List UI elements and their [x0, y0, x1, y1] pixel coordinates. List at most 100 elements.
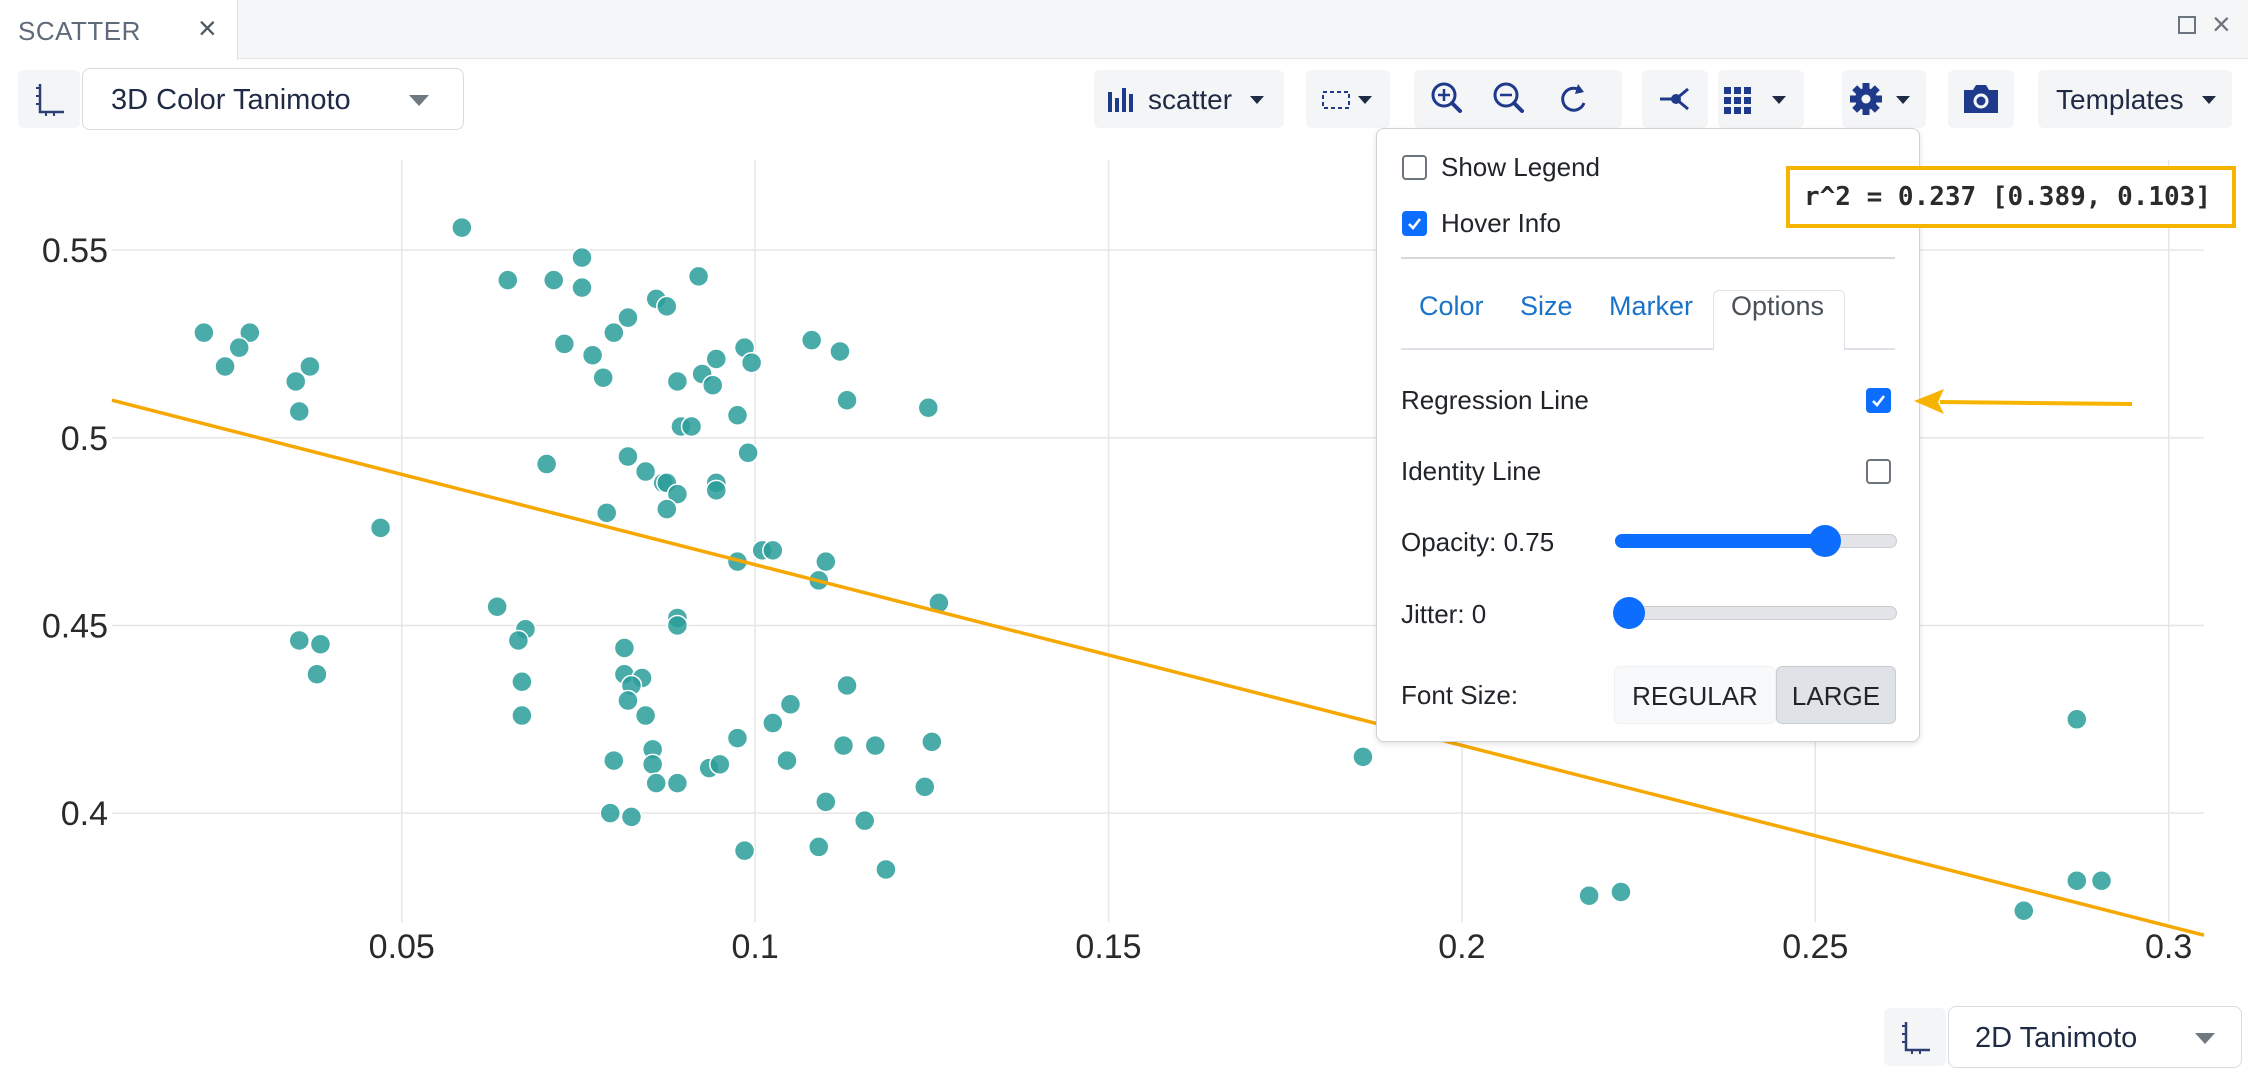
data-point[interactable]: [228, 336, 250, 359]
maximize-icon[interactable]: [2178, 16, 2196, 34]
data-point[interactable]: [800, 329, 823, 351]
data-point[interactable]: [553, 333, 576, 355]
data-point[interactable]: [497, 269, 519, 291]
data-point[interactable]: [617, 306, 639, 329]
zoom-out-icon[interactable]: [1493, 82, 1524, 113]
data-point[interactable]: [917, 396, 940, 419]
y-axis-selector-button[interactable]: [18, 70, 80, 128]
data-point[interactable]: [829, 340, 851, 363]
data-point[interactable]: [2066, 869, 2088, 892]
data-point[interactable]: [486, 595, 508, 618]
tab-color[interactable]: Color: [1419, 291, 1484, 321]
data-point[interactable]: [511, 704, 533, 727]
data-point[interactable]: [666, 614, 689, 637]
data-point[interactable]: [832, 734, 855, 757]
data-point[interactable]: [288, 629, 311, 652]
zoom-in-icon[interactable]: [1431, 82, 1462, 113]
tab-scatter[interactable]: SCATTER ×: [0, 0, 238, 60]
regression-line-checkbox[interactable]: [1866, 388, 1891, 413]
font-size-large-button[interactable]: LARGE: [1776, 666, 1896, 724]
data-point[interactable]: [666, 370, 689, 393]
data-point[interactable]: [542, 269, 565, 291]
tab-close-icon[interactable]: ×: [198, 10, 217, 46]
tab-marker[interactable]: Marker: [1609, 291, 1694, 321]
data-point[interactable]: [603, 749, 625, 772]
font-size-regular-button[interactable]: REGULAR: [1614, 666, 1776, 724]
data-point[interactable]: [285, 370, 307, 393]
show-legend-checkbox[interactable]: [1402, 155, 1427, 180]
data-point[interactable]: [776, 749, 798, 772]
data-point[interactable]: [634, 460, 657, 483]
x-axis-selector-button[interactable]: [1884, 1008, 1946, 1066]
data-point[interactable]: [581, 344, 604, 366]
settings-button[interactable]: [1842, 70, 1926, 128]
jitter-slider-thumb[interactable]: [1613, 597, 1645, 629]
data-point[interactable]: [239, 321, 261, 344]
data-point[interactable]: [762, 712, 784, 734]
data-point[interactable]: [680, 415, 703, 438]
data-point[interactable]: [656, 498, 678, 520]
data-point[interactable]: [617, 445, 639, 468]
data-point[interactable]: [451, 216, 473, 239]
data-point[interactable]: [592, 366, 614, 389]
selection-tool-button[interactable]: [1306, 70, 1390, 128]
data-point[interactable]: [737, 442, 759, 464]
data-point[interactable]: [2013, 899, 2035, 922]
data-point[interactable]: [507, 629, 530, 652]
jitter-slider[interactable]: [1615, 606, 1897, 620]
data-point[interactable]: [1610, 881, 1632, 903]
data-point[interactable]: [733, 839, 756, 862]
identity-line-checkbox[interactable]: [1866, 459, 1891, 484]
data-point[interactable]: [864, 734, 887, 757]
data-point[interactable]: [779, 693, 802, 716]
x-column-dropdown[interactable]: 2D Tanimoto: [1948, 1006, 2242, 1068]
data-point[interactable]: [641, 753, 664, 776]
data-point[interactable]: [815, 791, 837, 813]
data-point[interactable]: [571, 276, 593, 299]
data-point[interactable]: [1578, 884, 1600, 907]
data-point[interactable]: [599, 802, 622, 824]
data-point[interactable]: [666, 772, 689, 794]
data-point[interactable]: [853, 809, 876, 832]
data-point[interactable]: [369, 517, 392, 539]
grid-layout-button[interactable]: [1718, 70, 1804, 128]
data-point[interactable]: [535, 453, 558, 475]
data-point[interactable]: [921, 731, 943, 753]
data-point[interactable]: [1352, 746, 1374, 768]
data-point[interactable]: [656, 295, 678, 318]
window-close-icon[interactable]: ×: [2212, 6, 2231, 42]
data-point[interactable]: [288, 400, 311, 423]
data-point[interactable]: [762, 539, 784, 562]
data-point[interactable]: [511, 671, 533, 693]
data-point[interactable]: [617, 689, 639, 712]
data-point[interactable]: [875, 858, 897, 881]
data-point[interactable]: [613, 637, 636, 659]
data-point[interactable]: [620, 806, 643, 828]
data-point[interactable]: [740, 351, 763, 374]
data-point[interactable]: [571, 246, 593, 269]
tab-size[interactable]: Size: [1520, 291, 1573, 321]
data-point[interactable]: [914, 776, 936, 798]
data-point[interactable]: [666, 483, 689, 505]
data-point[interactable]: [836, 389, 858, 411]
data-point[interactable]: [705, 348, 728, 370]
data-point[interactable]: [193, 321, 215, 344]
data-point[interactable]: [603, 321, 625, 344]
data-point[interactable]: [634, 704, 657, 727]
reset-zoom-icon[interactable]: [1561, 84, 1586, 112]
data-point[interactable]: [709, 753, 731, 776]
opacity-slider-thumb[interactable]: [1809, 525, 1841, 557]
data-point[interactable]: [726, 404, 749, 427]
data-point[interactable]: [595, 502, 618, 524]
y-column-dropdown[interactable]: 3D Color Tanimoto: [82, 68, 464, 130]
data-point[interactable]: [2090, 869, 2113, 892]
data-point[interactable]: [687, 265, 710, 288]
data-point[interactable]: [299, 355, 321, 378]
data-point[interactable]: [309, 633, 332, 655]
data-point[interactable]: [836, 674, 858, 697]
data-point[interactable]: [645, 772, 667, 794]
data-point[interactable]: [701, 374, 724, 396]
templates-dropdown[interactable]: Templates: [2038, 70, 2232, 128]
data-point[interactable]: [214, 355, 236, 378]
lasso-tool-button[interactable]: [1642, 70, 1708, 128]
